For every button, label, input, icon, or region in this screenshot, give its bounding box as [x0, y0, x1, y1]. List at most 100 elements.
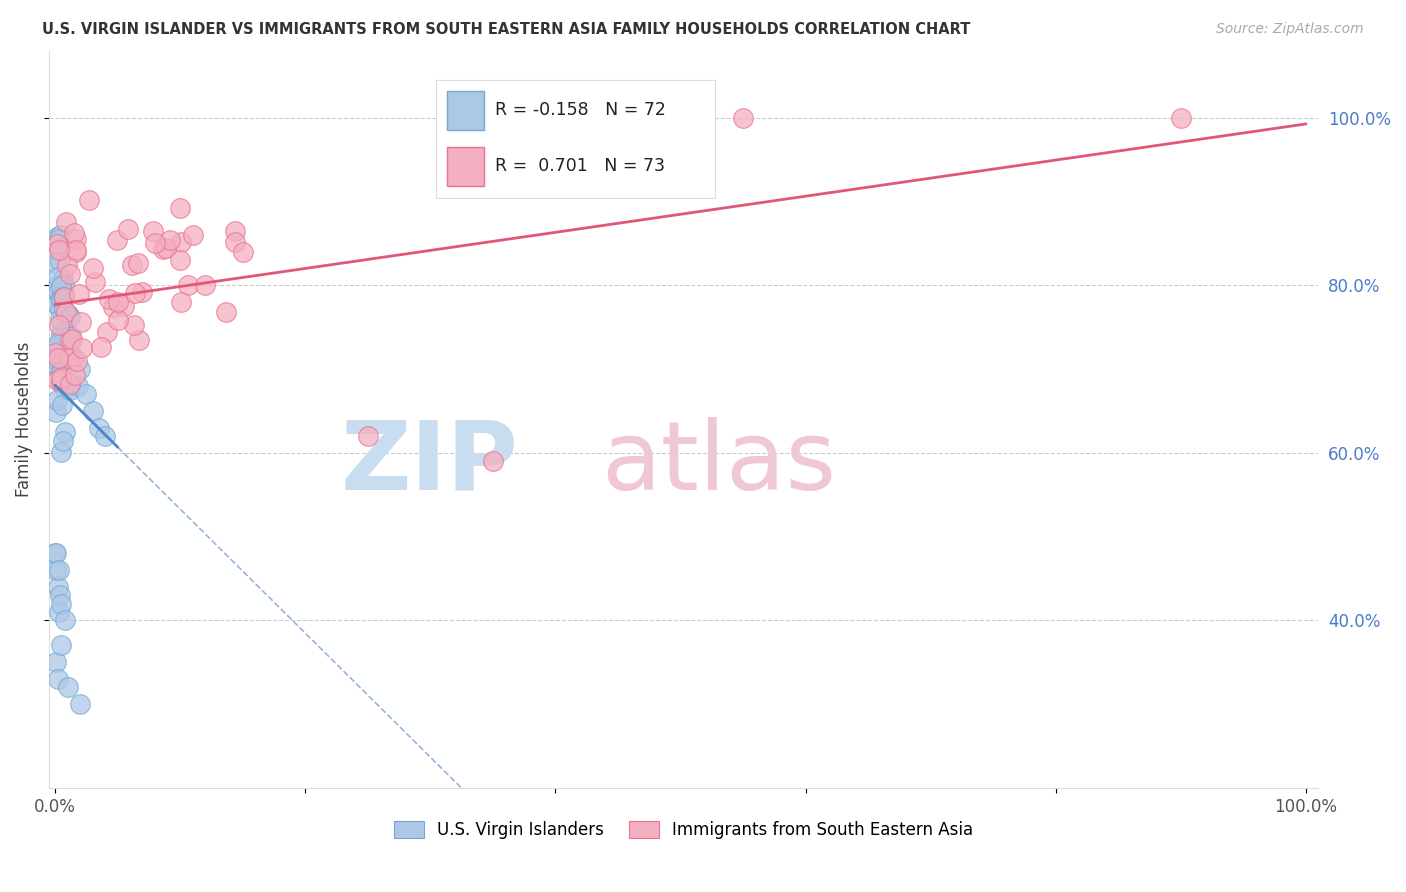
Point — [52, 434, 75, 448]
Point — [51, 283, 73, 297]
Point — [53, 350, 76, 364]
Point — [152, 242, 174, 256]
Point — [46, 580, 69, 594]
Point — [107, 313, 129, 327]
Point — [49, 311, 72, 326]
Point — [49, 293, 72, 307]
Point — [76, 387, 98, 401]
Point — [45, 563, 67, 577]
Point — [169, 235, 191, 250]
Point — [49, 364, 72, 378]
Point — [66, 378, 89, 392]
Point — [46, 392, 69, 407]
Point — [84, 275, 107, 289]
Point — [131, 285, 153, 299]
Point — [121, 258, 143, 272]
Point — [52, 272, 75, 286]
Point — [51, 398, 73, 412]
Point — [49, 366, 72, 380]
Point — [56, 681, 79, 695]
Point — [51, 279, 73, 293]
Point — [59, 377, 82, 392]
Point — [51, 316, 73, 330]
Point — [46, 270, 69, 285]
Point — [117, 221, 139, 235]
Point — [48, 351, 70, 366]
Point — [482, 454, 505, 468]
Point — [51, 597, 73, 611]
Point — [112, 299, 135, 313]
Point — [49, 253, 72, 268]
Point — [46, 285, 69, 300]
Point — [232, 244, 254, 259]
Point — [101, 300, 124, 314]
Point — [58, 308, 80, 322]
Point — [63, 227, 86, 241]
Point — [46, 373, 69, 387]
Point — [49, 588, 72, 602]
Point — [67, 286, 90, 301]
Point — [48, 605, 70, 619]
Point — [55, 305, 77, 319]
Point — [46, 336, 69, 351]
Point — [65, 245, 87, 260]
Point — [77, 193, 100, 207]
Point — [87, 420, 110, 434]
Point — [59, 383, 82, 397]
Point — [49, 227, 72, 242]
Point — [66, 353, 89, 368]
Point — [69, 697, 91, 711]
Point — [52, 277, 75, 292]
Point — [44, 351, 66, 366]
Point — [48, 563, 70, 577]
Point — [60, 332, 83, 346]
Point — [96, 325, 118, 339]
Point — [48, 339, 70, 353]
Point — [49, 291, 72, 305]
Point — [52, 352, 75, 367]
Point — [60, 329, 83, 343]
Point — [45, 297, 67, 311]
Point — [731, 111, 754, 125]
Point — [48, 244, 70, 258]
Point — [48, 232, 70, 246]
Point — [214, 304, 236, 318]
Point — [53, 290, 76, 304]
Point — [357, 429, 380, 443]
Y-axis label: Family Households: Family Households — [15, 342, 32, 497]
Point — [51, 376, 73, 390]
Point — [159, 233, 181, 247]
Point — [59, 268, 82, 282]
Point — [45, 546, 67, 560]
Point — [53, 289, 76, 303]
Point — [53, 384, 76, 398]
Text: ZIP: ZIP — [340, 417, 519, 510]
Point — [169, 253, 191, 268]
Point — [65, 244, 87, 258]
Point — [53, 327, 76, 342]
Point — [128, 333, 150, 347]
Point — [169, 201, 191, 215]
Point — [52, 290, 75, 304]
Point — [97, 292, 120, 306]
Point — [45, 237, 67, 252]
Point — [46, 278, 69, 293]
Point — [49, 342, 72, 356]
Point — [45, 256, 67, 270]
Point — [46, 349, 69, 363]
Point — [224, 223, 246, 237]
Point — [59, 345, 82, 359]
Point — [51, 445, 73, 459]
Point — [49, 371, 72, 385]
Point — [105, 233, 128, 247]
Point — [56, 258, 79, 272]
Point — [124, 285, 146, 300]
Point — [1170, 111, 1192, 125]
Legend: U.S. Virgin Islanders, Immigrants from South Eastern Asia: U.S. Virgin Islanders, Immigrants from S… — [387, 814, 980, 846]
Point — [51, 639, 73, 653]
Point — [69, 362, 91, 376]
Point — [55, 215, 77, 229]
Point — [194, 278, 217, 293]
Point — [45, 405, 67, 419]
Text: atlas: atlas — [600, 417, 837, 510]
